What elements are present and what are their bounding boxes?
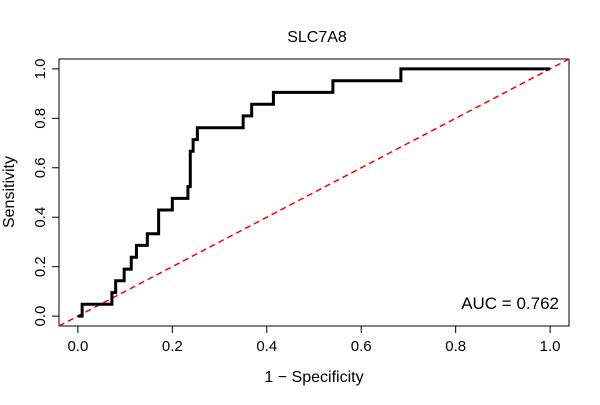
x-tick-label: 0.2 — [162, 338, 183, 355]
x-tick-label: 0.4 — [256, 338, 277, 355]
x-tick-label: 1.0 — [540, 338, 561, 355]
y-tick-label: 1.0 — [32, 58, 49, 79]
x-tick-label: 0.0 — [67, 338, 88, 355]
x-axis-label: 1 − Specificity — [264, 369, 363, 386]
y-tick-label: 0.0 — [32, 306, 49, 327]
reference-diagonal-line — [58, 58, 570, 327]
plot-frame — [58, 58, 570, 327]
x-tick-label: 0.6 — [351, 338, 372, 355]
y-tick-label: 0.4 — [32, 207, 49, 228]
chart-lines — [58, 58, 570, 327]
y-tick-label: 0.2 — [32, 256, 49, 277]
y-tick-label: 0.8 — [32, 108, 49, 129]
auc-annotation: AUC = 0.762 — [461, 294, 559, 313]
chart-title: SLC7A8 — [287, 29, 347, 46]
roc-curve — [77, 67, 551, 318]
y-tick-label: 0.6 — [32, 157, 49, 178]
y-axis-label: Sensitivity — [1, 156, 18, 228]
x-tick-label: 0.8 — [445, 338, 466, 355]
axes-ticks: 0.0 0.2 0.4 0.6 0.8 1.0 0.0 0.2 0.4 0.6 0.8 1.0 — [32, 58, 561, 355]
